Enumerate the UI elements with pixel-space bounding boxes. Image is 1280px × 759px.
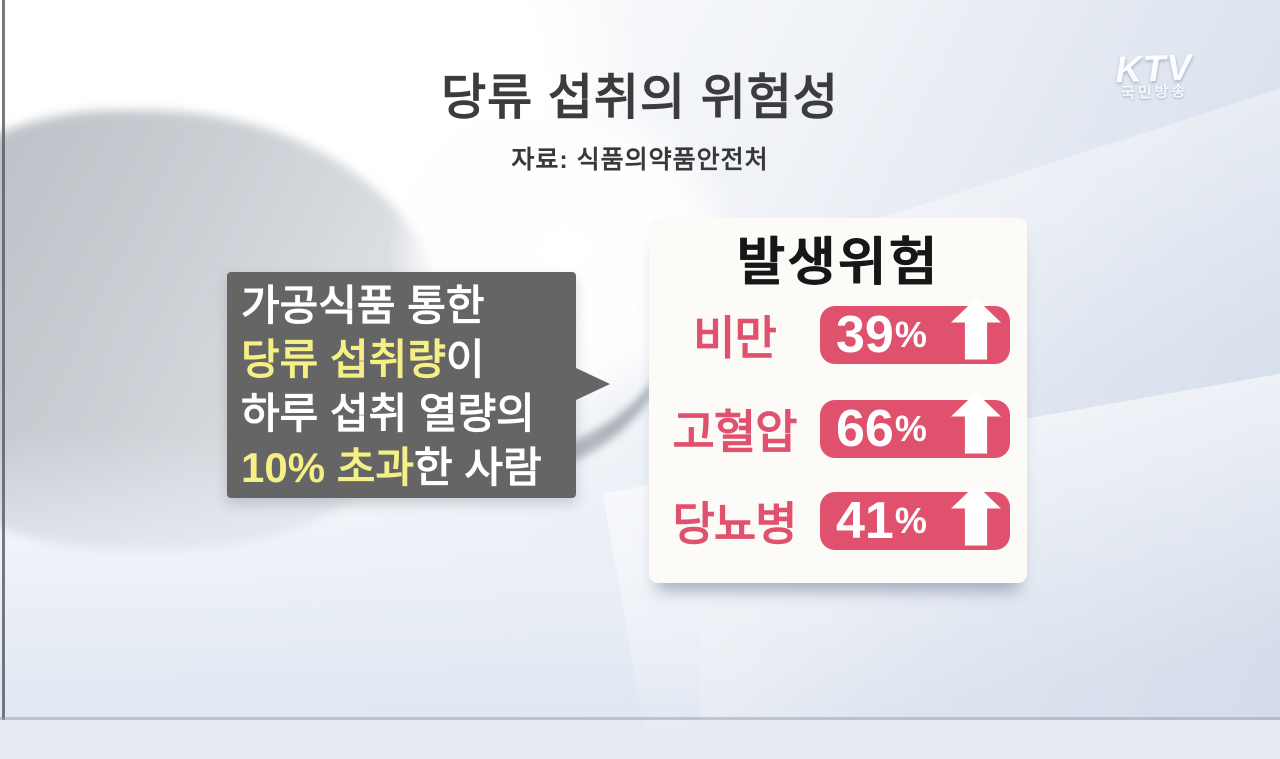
risk-row-obesity: 비만 39% [649,298,1027,364]
risk-row-hypertension: 고혈압 66% [649,392,1027,458]
callout-text: 이 [445,336,485,383]
callout-highlight-text: 10% 초과 [241,444,415,491]
risk-value-badge: 39% [820,298,1010,364]
callout-text: 한 사람 [414,444,542,491]
source-caption: 자료: 식품의약품안전처 [511,146,769,174]
left-edge-line [2,0,5,720]
bottom-edge-line [0,717,1280,720]
risk-row-label: 당뇨병 [672,498,798,550]
header: 당류 섭취의 위험성 자료: 식품의약품안전처 [0,58,1280,176]
up-arrow-icon [951,484,1001,546]
page-title: 당류 섭취의 위험성 [441,71,839,125]
risk-value: 41 [836,492,894,550]
risk-unit: % [894,408,927,449]
callout-bubble: 가공식품 통한 당류 섭취량이 하루 섭취 열량의 10% 초과한 사람 [227,272,610,498]
callout-line-1: 가공식품 통한 [241,279,576,333]
risk-row-diabetes: 당뇨병 41% [649,484,1027,550]
risk-row-label: 고혈압 [672,406,798,458]
risk-value-badge: 66% [820,392,1010,458]
risk-panel-title: 발생위험 [736,234,940,292]
risk-value: 66 [836,400,894,458]
risk-panel-card: 발생위험 비만 39% 고혈압 66% 당뇨병 41% [649,218,1027,583]
risk-row-label: 비만 [693,312,777,364]
callout-line-4: 10% 초과한 사람 [241,441,576,495]
callout-text-block: 가공식품 통한 당류 섭취량이 하루 섭취 열량의 10% 초과한 사람 [227,272,576,495]
up-arrow-icon [951,392,1001,454]
callout-text: 가공식품 통한 [241,282,485,329]
risk-unit: % [894,500,927,541]
callout-highlight-text: 당류 섭취량 [241,336,446,383]
callout-line-3: 하루 섭취 열량의 [241,387,576,441]
callout-line-2: 당류 섭취량이 [241,333,576,387]
risk-unit: % [894,314,927,355]
risk-value-badge: 41% [820,484,1010,550]
up-arrow-icon [951,298,1001,360]
callout-pointer-tail [576,368,610,400]
callout-text: 하루 섭취 열량의 [241,390,535,437]
risk-value: 39 [836,306,894,364]
